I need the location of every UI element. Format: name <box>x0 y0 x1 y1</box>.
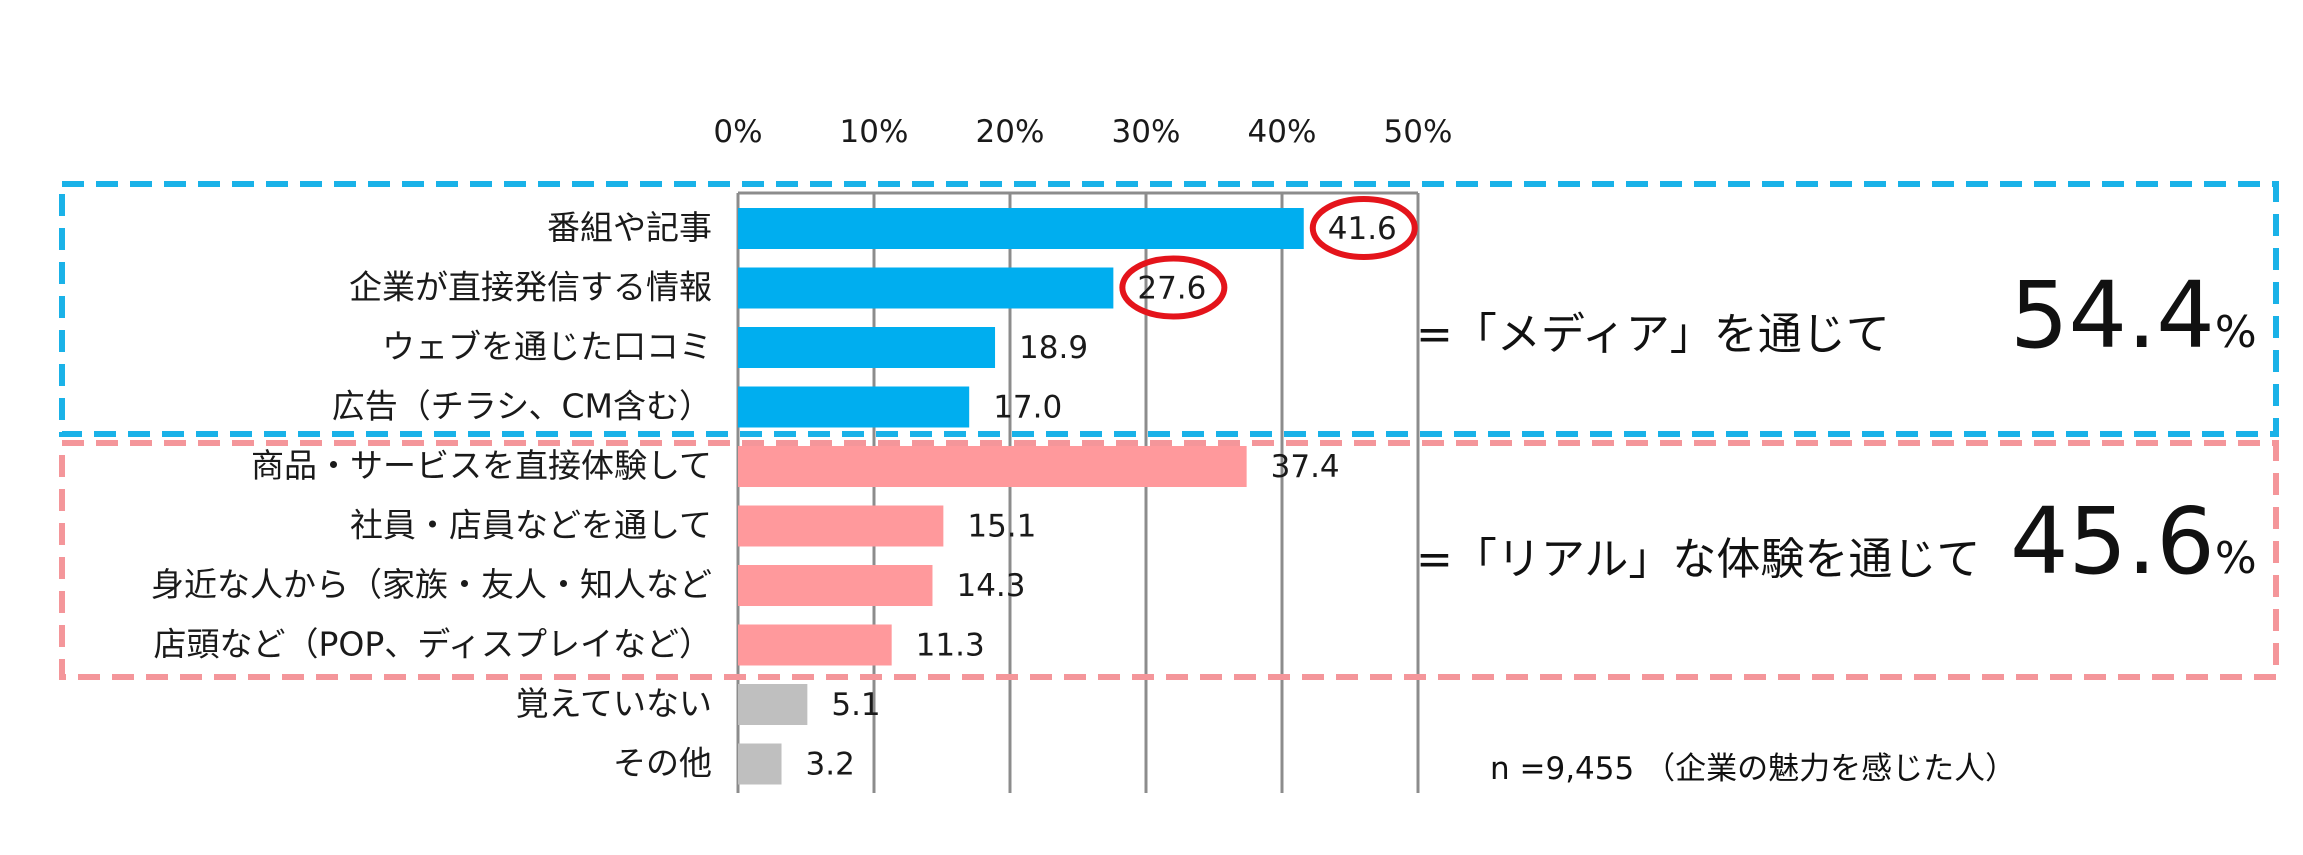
x-tick-label: 20% <box>976 114 1045 150</box>
x-tick-label: 40% <box>1248 114 1317 150</box>
bars <box>738 208 1304 785</box>
highlight-circle <box>1119 255 1228 320</box>
bar <box>738 208 1304 249</box>
bar <box>738 267 1114 309</box>
value-label: 15.1 <box>967 509 1036 545</box>
category-label: 社員・店員などを通して <box>350 506 712 545</box>
bar <box>738 446 1247 487</box>
bar <box>738 386 970 428</box>
value-label: 18.9 <box>1019 330 1088 366</box>
category-label: ウェブを通じた口コミ <box>382 327 712 366</box>
real-summary-percent: % <box>2214 533 2257 584</box>
media-group-box <box>59 181 2279 437</box>
value-label: 14.3 <box>956 568 1025 604</box>
value-label: 3.2 <box>806 747 855 783</box>
category-label: 企業が直接発信する情報 <box>349 268 712 307</box>
x-tick-label: 10% <box>840 114 909 150</box>
bar <box>738 743 782 785</box>
category-label: 番組や記事 <box>547 208 712 247</box>
value-label: 27.6 <box>1137 271 1206 307</box>
real-summary-label: =「リアル」な体験を通じて <box>1416 534 1981 585</box>
category-label: 覚えていない <box>516 684 712 723</box>
highlight-circle <box>1309 196 1418 260</box>
bar <box>738 505 944 547</box>
highlight-circles <box>1119 196 1418 320</box>
bar <box>738 684 808 725</box>
x-tick-label: 50% <box>1384 114 1453 150</box>
bar <box>738 327 996 368</box>
category-label: 広告（チラシ、CM含む） <box>332 387 712 426</box>
value-labels: 41.6 27.6 18.9 17.0 37.4 15.1 14.3 11.3 5.1 3.2 <box>806 211 1397 783</box>
sample-size-note: n =9,455 （企業の魅力を感じた人） <box>1490 751 2017 787</box>
category-label: その他 <box>613 744 712 783</box>
real-summary-value: 45.6% <box>2010 496 2257 588</box>
media-summary-percent: % <box>2214 307 2257 358</box>
real-group-box <box>59 440 2279 680</box>
category-label: 店頭など（POP、ディスプレイなど） <box>154 625 712 664</box>
x-axis-ticks: 0% 10% 20% 30% 40% 50% <box>713 114 1452 150</box>
media-summary-label: =「メディア」を通じて <box>1416 309 1890 360</box>
category-label: 商品・サービスを直接体験して <box>251 446 712 485</box>
category-label: 身近な人から（家族・友人・知人など <box>151 565 712 604</box>
x-tick-label: 0% <box>713 114 762 150</box>
value-label: 11.3 <box>916 628 985 664</box>
value-label: 5.1 <box>831 687 880 723</box>
value-label: 37.4 <box>1271 449 1340 485</box>
x-tick-label: 30% <box>1112 114 1181 150</box>
bar <box>738 565 933 606</box>
value-label: 41.6 <box>1328 211 1397 247</box>
media-summary-number: 54.4 <box>2010 262 2215 369</box>
bar <box>738 624 892 666</box>
media-summary-value: 54.4% <box>2010 270 2257 362</box>
real-summary-number: 45.6 <box>2010 488 2215 595</box>
value-label: 17.0 <box>993 390 1062 426</box>
